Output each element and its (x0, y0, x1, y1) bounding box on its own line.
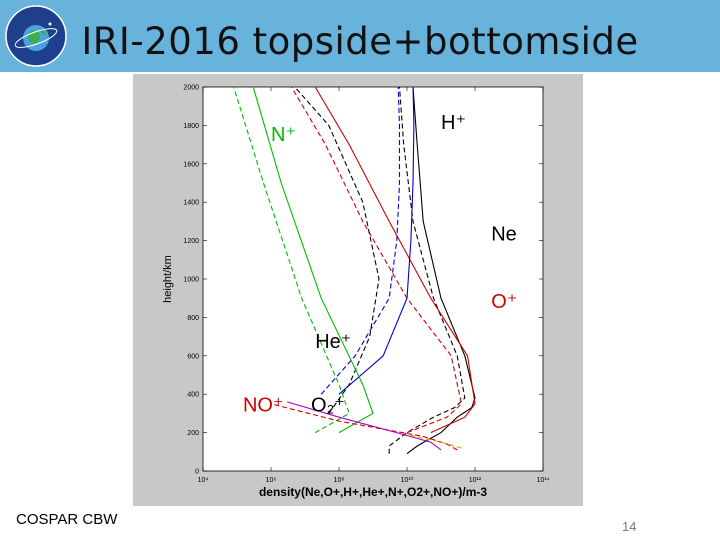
page-number: 14 (622, 519, 637, 534)
y-tick-label: 2000 (183, 85, 199, 92)
series-o2plus-2 (406, 433, 462, 449)
cospar-logo (5, 5, 67, 67)
x-tick-label: 10⁶ (266, 477, 277, 484)
series-hplus-2 (320, 86, 401, 395)
y-tick-label: 1600 (183, 161, 199, 168)
series-annotation: Ne (491, 224, 517, 246)
series-nplus (252, 86, 374, 434)
series-annotation: H⁺ (441, 112, 466, 134)
x-tick-label: 10⁴ (198, 477, 209, 484)
series-ne-2 (388, 86, 466, 454)
series-heplus (294, 86, 380, 414)
annotation-layer: H⁺ N⁺ Ne O⁺ He⁺ NO⁺ O₂⁺ (243, 112, 517, 416)
y-axis-label: height/km (162, 255, 174, 303)
footer-text: COSPAR CBW (16, 511, 118, 528)
series-o2plus (287, 401, 442, 451)
y-tick-label: 1400 (183, 200, 199, 207)
slide-title: IRI-2016 topside+bottomside (81, 20, 639, 63)
x-tick-label: 10¹⁰ (401, 476, 414, 484)
y-tick-label: 200 (187, 430, 199, 437)
y-tick-label: 1200 (183, 238, 199, 245)
y-tick-label: 400 (187, 392, 199, 399)
y-tick-label: 800 (187, 315, 199, 322)
plot-area (202, 86, 544, 472)
series-annotation: NO⁺ (243, 394, 284, 416)
series-layer (233, 86, 476, 455)
y-tick-label: 600 (187, 353, 199, 360)
title-bar (0, 0, 720, 72)
y-tick-label: 0 (195, 469, 199, 476)
x-tick-label: 10⁸ (334, 477, 345, 484)
ticks-layer: 0 200 400 600 800 1000 1200 1400 1600 1800 2000 10⁴… (183, 85, 549, 485)
series-ne (406, 86, 476, 455)
series-noplus (270, 403, 458, 451)
series-oplus (314, 86, 476, 434)
density-height-chart: 0 200 400 600 800 1000 1200 1400 1600 1800 2000 10⁴… (133, 74, 583, 506)
series-oplus-2 (291, 86, 463, 434)
series-annotation: O₂⁺ (311, 394, 345, 416)
series-annotation: N⁺ (271, 124, 296, 146)
y-tick-label: 1000 (183, 277, 199, 284)
y-tick-label: 1800 (183, 123, 199, 130)
series-annotation: O⁺ (491, 291, 517, 313)
x-tick-label: 10¹⁴ (536, 477, 549, 484)
x-tick-label: 10¹² (469, 477, 482, 484)
series-nplus-2 (233, 86, 350, 434)
series-hplus (338, 86, 415, 395)
series-annotation: He⁺ (315, 331, 351, 353)
x-axis-label: density(Ne,O+,H+,He+,N+,O2+,NO+)/m-3 (259, 485, 487, 499)
